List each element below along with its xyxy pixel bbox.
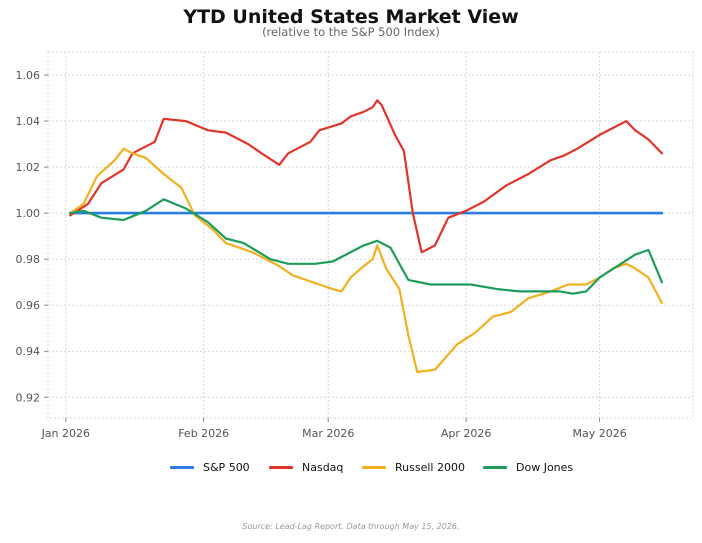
y-tick-label: 0.94 [16,345,41,358]
y-tick-label: 0.92 [16,391,41,404]
x-tick-label: Mar 2026 [302,427,354,440]
axis-layer: 0.92 0.94 0.96 0.98 1.00 1.02 1.04 1.06 Jan 2026… [16,69,627,440]
y-tick-label: 1.02 [16,161,41,174]
legend-label: Dow Jones [516,461,574,474]
legend-swatch [170,466,194,469]
x-tick-label: Apr 2026 [441,427,492,440]
chart-subtitle: (relative to the S&P 500 Index) [262,25,440,39]
grid-layer [48,52,693,418]
legend-item-russell-2000: Russell 2000 [362,461,465,474]
source-note: Source: Lead-Lag Report. Data through Ma… [242,522,460,531]
y-tick-label: 0.98 [16,253,41,266]
legend-item-dow-jones: Dow Jones [483,461,573,474]
legend-item-nasdaq: Nasdaq [269,461,343,474]
legend-label: S&P 500 [203,461,250,474]
legend: S&P 500 Nasdaq Russell 2000 Dow Jones [0,461,702,477]
y-tick-label: 1.04 [16,115,41,128]
series-line-russell-2000 [69,147,663,374]
series-line-nasdaq [69,99,663,254]
legend-label: Nasdaq [302,461,344,474]
legend-swatch [362,466,386,469]
plot-frame [47,51,694,419]
series-layer [68,99,664,374]
y-tick-label: 1.00 [16,207,41,220]
legend-item-s-p-500: S&P 500 [170,461,250,474]
y-tick-label: 0.96 [16,299,41,312]
series-line-dow-jones [69,198,663,295]
legend-swatch [269,466,293,469]
x-tick-label: Jan 2026 [41,427,90,440]
legend-swatch [483,466,507,469]
legend-label: Russell 2000 [395,461,465,474]
x-tick-label: May 2026 [572,427,626,440]
x-tick-label: Feb 2026 [178,427,229,440]
y-tick-label: 1.06 [16,69,41,82]
chart-title: YTD United States Market View [183,6,519,28]
